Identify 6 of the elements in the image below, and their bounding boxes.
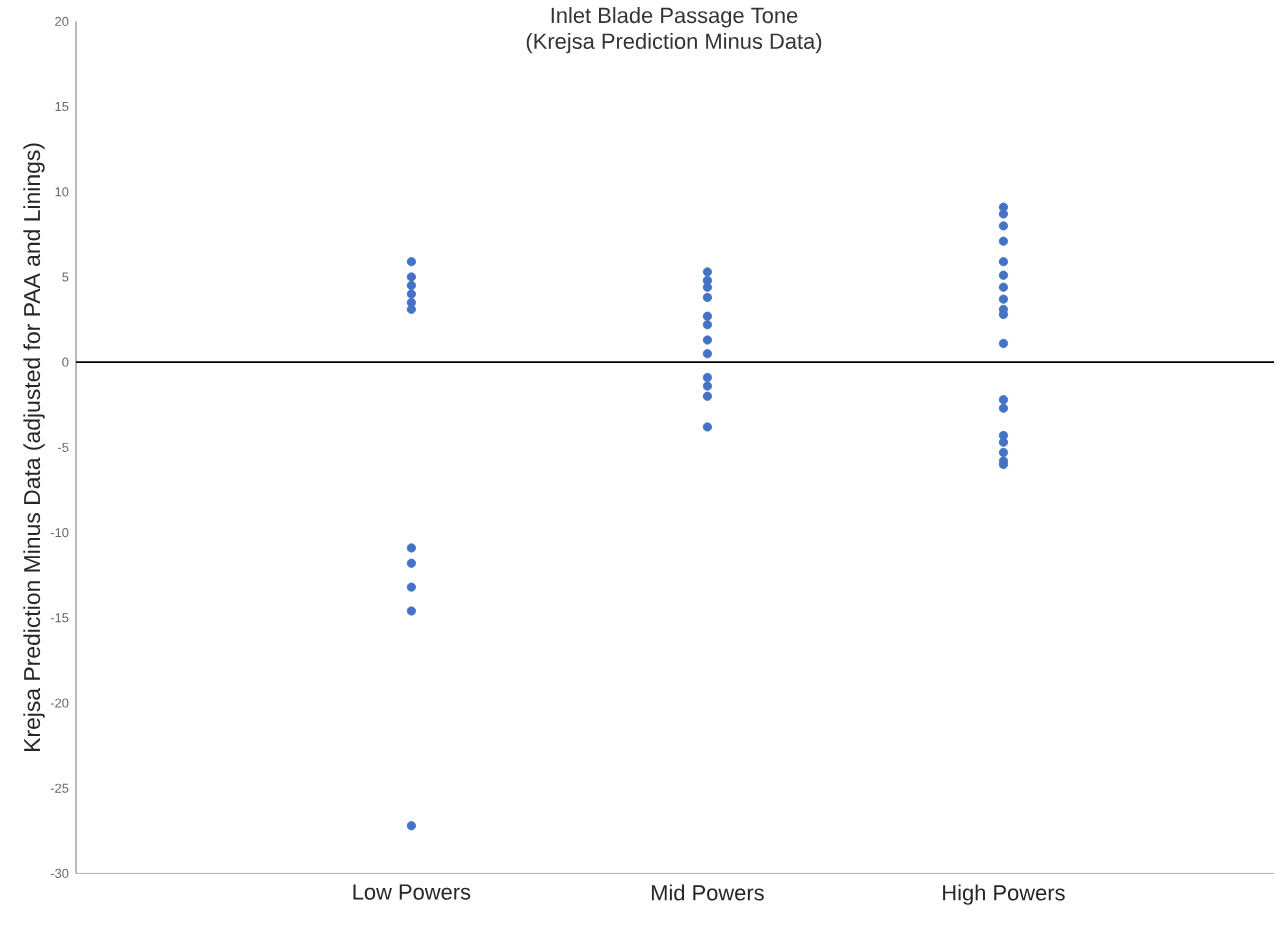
x-tick-label: High Powers [943, 884, 1065, 905]
chart-title: Inlet Blade Passage Tone [551, 7, 798, 28]
y-axis-title: Krejsa Prediction Minus Data (adjusted for PAA and Linings) [23, 143, 45, 751]
chart-subtitle: (Krejsa Prediction Minus Data) [526, 32, 822, 54]
x-tick-label: Mid Powers [651, 884, 764, 901]
x-tick-label: Low Powers [353, 884, 471, 900]
